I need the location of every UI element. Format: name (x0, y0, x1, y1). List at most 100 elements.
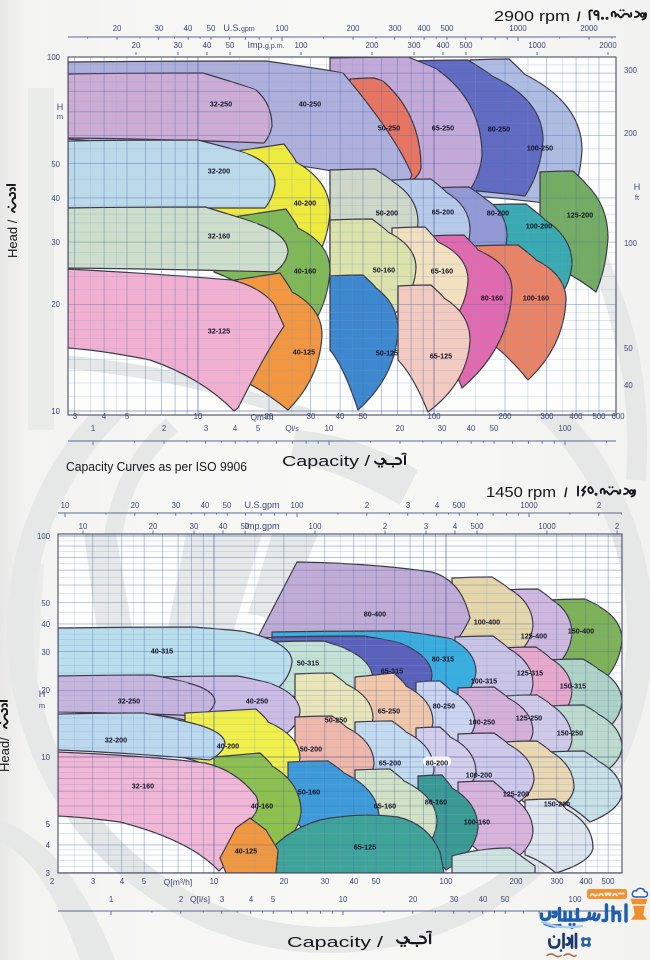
svg-text:100-315: 100-315 (471, 677, 497, 686)
svg-text:40: 40 (336, 412, 345, 421)
svg-text:50-160: 50-160 (373, 266, 395, 275)
svg-text:3: 3 (46, 869, 50, 878)
svg-text:50: 50 (226, 41, 235, 50)
svg-text:65-125: 65-125 (430, 352, 452, 361)
svg-text:30: 30 (438, 424, 447, 433)
svg-text:125-200: 125-200 (503, 790, 529, 799)
svg-text:2900 rpm: 2900 rpm (494, 8, 570, 25)
svg-text:50: 50 (241, 522, 250, 531)
svg-text:Q[m³/h]: Q[m³/h] (164, 877, 193, 887)
svg-text:50: 50 (223, 501, 232, 510)
svg-text:20: 20 (41, 686, 50, 695)
svg-text:30: 30 (155, 24, 164, 33)
svg-text:100: 100 (624, 239, 638, 248)
svg-text:300: 300 (550, 877, 564, 886)
svg-text:5: 5 (142, 877, 147, 886)
svg-text:U.S.gpm: U.S.gpm (223, 23, 254, 33)
svg-text:32-200: 32-200 (208, 167, 230, 176)
svg-text:2: 2 (365, 501, 369, 510)
svg-text:80-200: 80-200 (487, 209, 509, 218)
svg-text:100: 100 (568, 895, 582, 904)
svg-text:H: H (634, 182, 641, 192)
svg-text:Capacity /: Capacity / (282, 454, 371, 470)
svg-text:3: 3 (73, 412, 77, 421)
svg-text:4: 4 (453, 522, 458, 531)
svg-text:80-400: 80-400 (364, 610, 386, 619)
svg-text:125-250: 125-250 (516, 714, 542, 723)
svg-text:100-200: 100-200 (466, 771, 492, 780)
svg-text:40: 40 (350, 877, 359, 886)
svg-text:20: 20 (149, 522, 158, 531)
svg-text:40: 40 (41, 620, 50, 629)
svg-text:4: 4 (102, 412, 107, 421)
svg-text:10: 10 (339, 895, 348, 904)
svg-text:50: 50 (372, 877, 381, 886)
svg-text:100: 100 (558, 424, 572, 433)
svg-text:300: 300 (624, 66, 638, 75)
svg-text:500: 500 (452, 501, 466, 510)
svg-text:80-200: 80-200 (426, 759, 448, 768)
svg-text:150-315: 150-315 (560, 682, 586, 691)
svg-text:150-200: 150-200 (544, 800, 570, 809)
svg-text:65-250: 65-250 (432, 124, 454, 133)
svg-text:32-250: 32-250 (210, 100, 232, 109)
svg-text:400: 400 (417, 24, 431, 33)
svg-text:200: 200 (509, 877, 523, 886)
svg-text:50: 50 (624, 344, 633, 353)
svg-text:/: / (577, 9, 581, 24)
svg-text:65-125: 65-125 (354, 843, 376, 852)
svg-text:40-250: 40-250 (299, 100, 321, 109)
svg-text:500: 500 (592, 412, 606, 421)
svg-text:65-250: 65-250 (378, 707, 400, 716)
svg-text:H: H (39, 689, 46, 699)
svg-text:50-125: 50-125 (376, 349, 398, 358)
svg-text:m: m (39, 701, 45, 710)
svg-text:150-400: 150-400 (568, 627, 594, 636)
svg-text:500: 500 (459, 41, 473, 50)
svg-text:40: 40 (184, 24, 193, 33)
svg-text:20: 20 (409, 895, 418, 904)
svg-text:400: 400 (436, 41, 450, 50)
svg-text:30: 30 (51, 238, 60, 247)
svg-text:50: 50 (51, 160, 60, 169)
svg-text:2000: 2000 (580, 24, 598, 33)
svg-text:100: 100 (275, 24, 289, 33)
svg-text:40: 40 (201, 501, 210, 510)
svg-text:Imp.gpm: Imp.gpm (244, 521, 279, 531)
svg-text:50-250: 50-250 (378, 124, 400, 133)
svg-text:m: m (57, 112, 63, 121)
svg-text:2: 2 (615, 522, 619, 531)
svg-text:20: 20 (132, 41, 141, 50)
svg-text:32-125: 32-125 (208, 327, 230, 336)
svg-text:Head /: Head / (5, 219, 20, 258)
svg-text:125-200: 125-200 (567, 211, 593, 220)
svg-text:80-250: 80-250 (488, 125, 510, 134)
svg-text:30: 30 (321, 877, 330, 886)
svg-text:50: 50 (359, 412, 368, 421)
svg-text:20: 20 (131, 501, 140, 510)
svg-text:10: 10 (51, 407, 60, 416)
svg-text:100: 100 (290, 501, 304, 510)
svg-text:U.S.gpm: U.S.gpm (244, 500, 279, 510)
svg-text:100: 100 (47, 53, 61, 62)
svg-text:500: 500 (470, 522, 484, 531)
svg-text:10: 10 (41, 753, 50, 762)
svg-text:40: 40 (624, 381, 633, 390)
svg-text:20: 20 (280, 877, 289, 886)
svg-text:100-250: 100-250 (469, 718, 495, 727)
svg-text:32-250: 32-250 (118, 697, 140, 706)
svg-text:1000: 1000 (538, 522, 556, 531)
svg-text:100: 100 (427, 412, 441, 421)
svg-text:4: 4 (46, 841, 51, 850)
svg-text:200: 200 (365, 41, 379, 50)
svg-text:32-160: 32-160 (132, 782, 154, 791)
svg-text:1000: 1000 (509, 24, 527, 33)
svg-text:10: 10 (210, 877, 219, 886)
svg-text:50-200: 50-200 (376, 209, 398, 218)
svg-text:Imp.g.p.m.: Imp.g.p.m. (248, 40, 285, 50)
svg-text:100-160: 100-160 (523, 294, 549, 303)
svg-text:30: 30 (174, 41, 183, 50)
svg-text:4: 4 (233, 424, 238, 433)
svg-text:20: 20 (265, 412, 274, 421)
svg-text:ft: ft (635, 193, 640, 202)
